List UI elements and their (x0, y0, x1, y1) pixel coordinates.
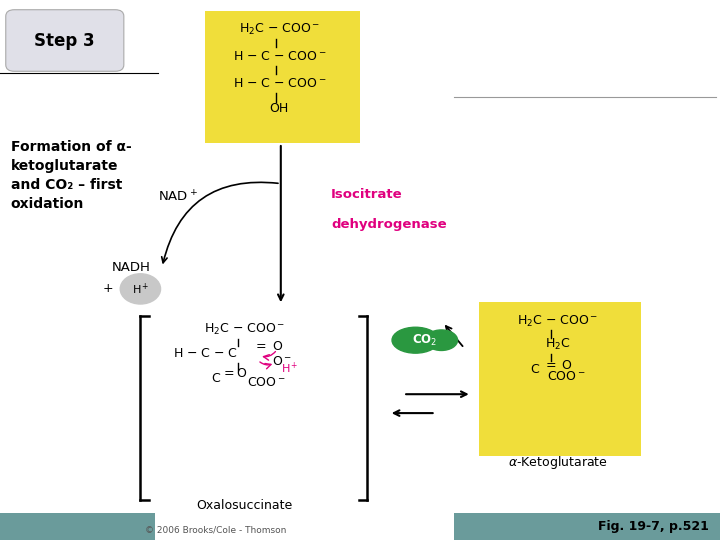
Bar (0, 513, 155, 540)
Text: O: O (272, 340, 282, 353)
Text: H$_2$C $-$ COO$^-$: H$_2$C $-$ COO$^-$ (204, 322, 285, 337)
Text: =: = (224, 367, 234, 380)
Text: H$^+$: H$^+$ (281, 361, 298, 376)
Ellipse shape (392, 327, 438, 353)
Bar (454, 513, 720, 540)
Circle shape (120, 274, 161, 304)
Text: H$^+$: H$^+$ (132, 281, 149, 296)
Text: CO$_2$: CO$_2$ (413, 333, 437, 348)
Text: O: O (562, 359, 572, 372)
Text: NAD$^+$: NAD$^+$ (158, 190, 198, 205)
Text: dehydrogenase: dehydrogenase (331, 218, 447, 231)
Text: O$^-$: O$^-$ (272, 355, 292, 368)
Text: NADH: NADH (112, 261, 150, 274)
Ellipse shape (425, 330, 458, 350)
Text: +: + (102, 282, 113, 295)
Text: $\alpha$-Ketoglutarate: $\alpha$-Ketoglutarate (508, 454, 608, 471)
Text: H$_2$C $-$ COO$^-$: H$_2$C $-$ COO$^-$ (239, 22, 320, 37)
FancyBboxPatch shape (6, 10, 124, 71)
Text: Oxalosuccinate: Oxalosuccinate (197, 500, 293, 512)
Text: O: O (236, 367, 246, 380)
Text: COO$^-$: COO$^-$ (247, 376, 286, 389)
Text: =: = (546, 359, 556, 372)
Text: Formation of α-
ketoglutarate
and CO₂ – first
oxidation: Formation of α- ketoglutarate and CO₂ – … (11, 140, 132, 211)
Text: C: C (531, 363, 539, 376)
Text: H$_2$C: H$_2$C (545, 337, 571, 352)
Text: © 2006 Brooks/Cole - Thomson: © 2006 Brooks/Cole - Thomson (145, 526, 287, 535)
FancyBboxPatch shape (479, 302, 641, 456)
Text: =: = (256, 340, 266, 353)
Text: Step 3: Step 3 (35, 31, 95, 50)
Text: COO$^-$: COO$^-$ (547, 370, 586, 383)
Text: H$_2$C $-$ COO$^-$: H$_2$C $-$ COO$^-$ (518, 314, 598, 329)
Text: OH: OH (270, 102, 289, 114)
Text: Fig. 19-7, p.521: Fig. 19-7, p.521 (598, 520, 709, 533)
Text: H $-$ C $-$ COO$^-$: H $-$ C $-$ COO$^-$ (233, 50, 326, 63)
FancyBboxPatch shape (205, 11, 360, 143)
Text: H $-$ C $-$ COO$^-$: H $-$ C $-$ COO$^-$ (233, 77, 326, 90)
Text: H $-$ C $-$ C: H $-$ C $-$ C (173, 347, 238, 360)
Text: Isocitrate: Isocitrate (331, 188, 402, 201)
Text: C: C (212, 372, 220, 384)
